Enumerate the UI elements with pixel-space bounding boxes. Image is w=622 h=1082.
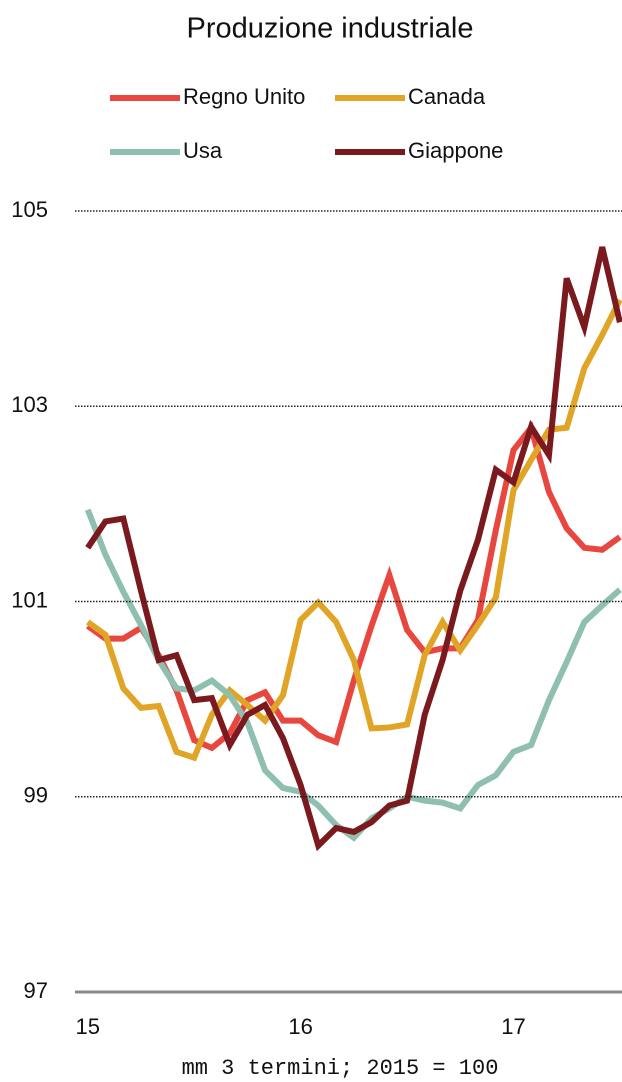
x-tick-label: 16 xyxy=(288,1014,312,1039)
legend-label: Usa xyxy=(183,138,223,163)
y-tick-label: 101 xyxy=(11,587,48,612)
series-line xyxy=(84,508,622,842)
legend-label: Regno Unito xyxy=(183,84,305,109)
x-tick-label: 15 xyxy=(76,1014,100,1039)
series-line xyxy=(86,421,622,752)
y-tick-label: 99 xyxy=(24,783,48,808)
x-tick-label: 17 xyxy=(501,1014,525,1039)
y-tick-label: 97 xyxy=(24,978,48,1003)
chart-title: Produzione industriale xyxy=(187,13,474,45)
chart-note: mm 3 termini; 2015 = 100 xyxy=(182,1056,499,1081)
legend-label: Giappone xyxy=(408,138,503,163)
series-line xyxy=(86,298,622,762)
plot-area xyxy=(84,246,622,852)
legend-label: Canada xyxy=(408,84,486,109)
y-tick-label: 105 xyxy=(11,197,48,222)
y-tick-label: 103 xyxy=(11,392,48,417)
series-line xyxy=(85,246,622,852)
